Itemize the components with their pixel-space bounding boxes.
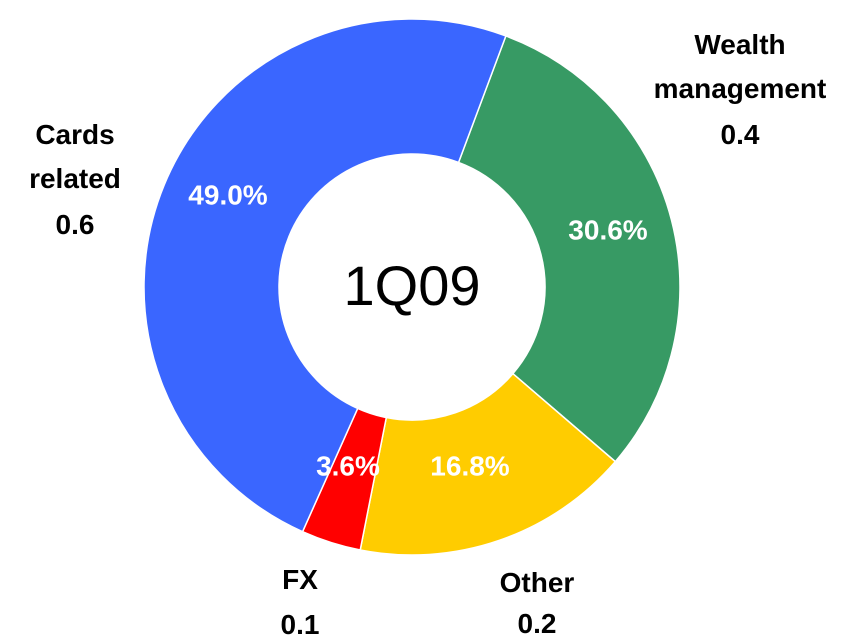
amount-label: 0.2: [517, 608, 557, 639]
category-label: Cards related: [29, 119, 121, 194]
slice: [457, 35, 681, 463]
amount-label: 0.6: [55, 209, 95, 240]
category-label: Wealth management: [653, 29, 827, 104]
category-label: Other: [499, 567, 575, 598]
amount-label: 0.4: [720, 119, 760, 150]
percent-label: 49.0%: [188, 179, 267, 210]
center-label: 1Q09: [344, 254, 481, 317]
percent-label: 16.8%: [430, 450, 509, 481]
slices: [143, 18, 681, 556]
percent-label: 30.6%: [568, 214, 647, 245]
amount-label: 0.1: [280, 609, 320, 640]
category-label: FX: [282, 564, 318, 595]
slice: [143, 18, 507, 533]
percent-label: 3.6%: [316, 450, 380, 481]
slice: [359, 372, 617, 556]
